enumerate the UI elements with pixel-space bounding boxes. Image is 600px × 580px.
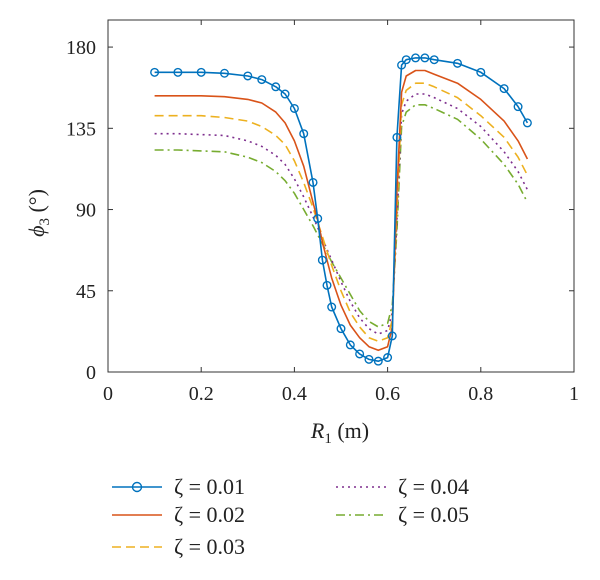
data-point	[196, 67, 206, 77]
data-point	[411, 53, 421, 63]
x-tick-label: 0.4	[282, 383, 307, 405]
x-axis-label: R1 (m)	[310, 418, 369, 447]
y-tick-label: 90	[76, 200, 96, 222]
data-point	[313, 214, 323, 224]
data-point	[355, 349, 365, 359]
data-point	[364, 354, 374, 364]
legend-label: ζ = 0.04	[398, 474, 469, 499]
data-point	[420, 53, 430, 63]
data-point	[308, 177, 318, 187]
data-point	[345, 340, 355, 350]
data-point	[522, 118, 532, 128]
data-point	[392, 132, 402, 142]
data-point	[317, 255, 327, 265]
series-line	[154, 57, 529, 362]
data-point	[150, 67, 160, 77]
x-tick-label: 0	[103, 383, 113, 405]
data-point	[499, 84, 509, 94]
series-004	[154, 93, 529, 335]
data-point	[289, 103, 299, 113]
x-axis-ticks: 0 0.2 0.4 0.6 0.8 1	[103, 20, 579, 405]
data-point	[327, 302, 337, 312]
y-axis-label: ϕ3 (°)	[24, 189, 53, 237]
data-point	[476, 67, 486, 77]
data-point	[173, 67, 183, 77]
legend-marker	[131, 481, 143, 493]
data-point	[243, 71, 253, 81]
y-axis-ticks: 0 45 90 135 180	[66, 37, 574, 384]
data-point	[453, 58, 463, 68]
data-point	[513, 102, 523, 112]
legend-entry: ζ = 0.05	[336, 502, 469, 527]
series-line	[154, 104, 529, 328]
data-point	[271, 82, 281, 92]
data-point	[322, 280, 332, 290]
plot-box	[107, 19, 575, 373]
data-point	[257, 75, 267, 85]
legend-entry: ζ = 0.01	[112, 474, 245, 499]
series-001	[150, 53, 532, 366]
series-line	[154, 82, 529, 343]
y-tick-label: 0	[86, 362, 96, 384]
data-point	[336, 324, 346, 334]
data-point	[429, 55, 439, 65]
series-line	[154, 69, 529, 352]
data-point	[219, 68, 229, 78]
series-line	[154, 93, 529, 335]
legend-label: ζ = 0.02	[174, 502, 245, 527]
data-point	[397, 60, 407, 70]
data-point	[373, 356, 383, 366]
legend-entry: ζ = 0.02	[112, 502, 245, 527]
legend-label: ζ = 0.01	[174, 474, 245, 499]
x-tick-label: 0.2	[189, 383, 214, 405]
series-002	[154, 69, 529, 352]
series-003	[154, 82, 529, 343]
series-layer	[150, 53, 532, 366]
y-tick-label: 135	[66, 118, 96, 140]
legend-label: ζ = 0.05	[398, 502, 469, 527]
x-tick-label: 0.8	[468, 383, 493, 405]
legend-entry: ζ = 0.04	[336, 474, 469, 499]
plot-frame	[107, 19, 575, 373]
data-point	[383, 353, 393, 363]
x-tick-label: 0.6	[375, 383, 400, 405]
y-tick-label: 45	[76, 281, 96, 303]
legend-entry: ζ = 0.03	[112, 534, 245, 559]
data-point	[280, 89, 290, 99]
legend-label: ζ = 0.03	[174, 534, 245, 559]
data-point	[401, 55, 411, 65]
series-005	[154, 104, 529, 328]
x-tick-label: 1	[569, 383, 579, 405]
legend: ζ = 0.01 ζ = 0.02 ζ = 0.03 ζ = 0.04 ζ = 0.05	[112, 474, 469, 559]
data-point	[387, 331, 397, 341]
y-tick-label: 180	[66, 37, 96, 59]
data-point	[299, 129, 309, 139]
